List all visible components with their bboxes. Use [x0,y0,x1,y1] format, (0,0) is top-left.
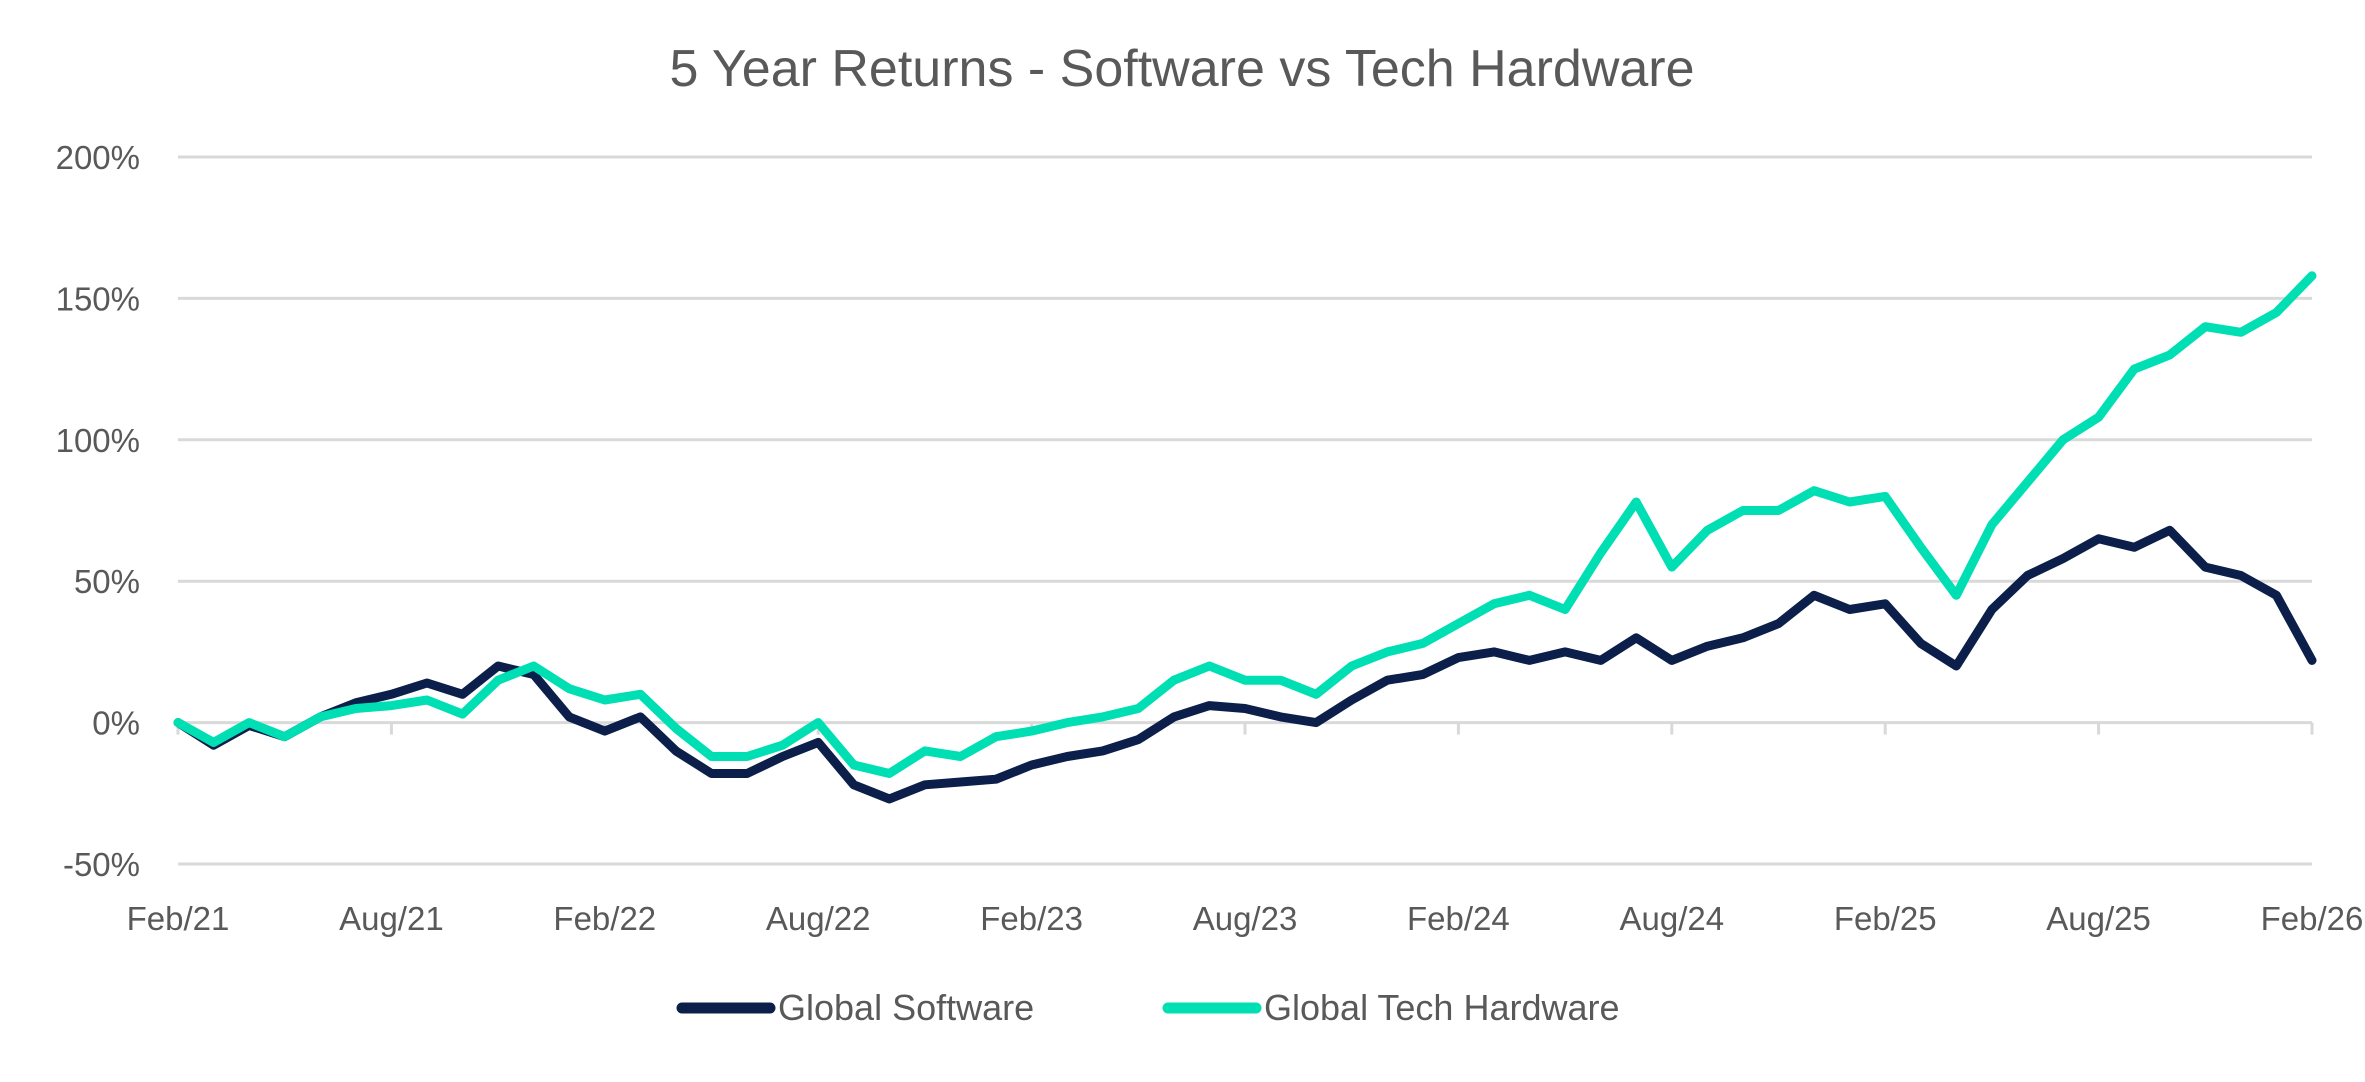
y-tick-label: 150% [56,280,140,317]
x-tick-label: Feb/26 [2261,900,2364,937]
y-tick-label: 50% [74,563,140,600]
legend-label-hardware: Global Tech Hardware [1264,987,1620,1028]
chart-title: 5 Year Returns - Software vs Tech Hardwa… [669,40,1694,98]
x-tick-label: Aug/21 [339,900,444,937]
x-tick-label: Aug/24 [1620,900,1725,937]
x-tick-label: Feb/24 [1407,900,1510,937]
x-tick-label: Aug/22 [766,900,871,937]
x-tick-label: Aug/25 [2046,900,2151,937]
x-tick-label: Aug/23 [1193,900,1298,937]
legend-label-software: Global Software [778,987,1034,1028]
legend: Global Software Global Tech Hardware [682,987,1620,1028]
y-tick-label: 100% [56,422,140,459]
x-tick-label: Feb/22 [553,900,656,937]
series-line-software [178,530,2312,799]
y-tick-label: 0% [92,705,140,742]
y-tick-label: -50% [63,846,140,883]
x-tick-label: Feb/21 [127,900,230,937]
x-tick-label: Feb/25 [1834,900,1937,937]
x-tick-label: Feb/23 [980,900,1083,937]
y-tick-label: 200% [56,139,140,176]
